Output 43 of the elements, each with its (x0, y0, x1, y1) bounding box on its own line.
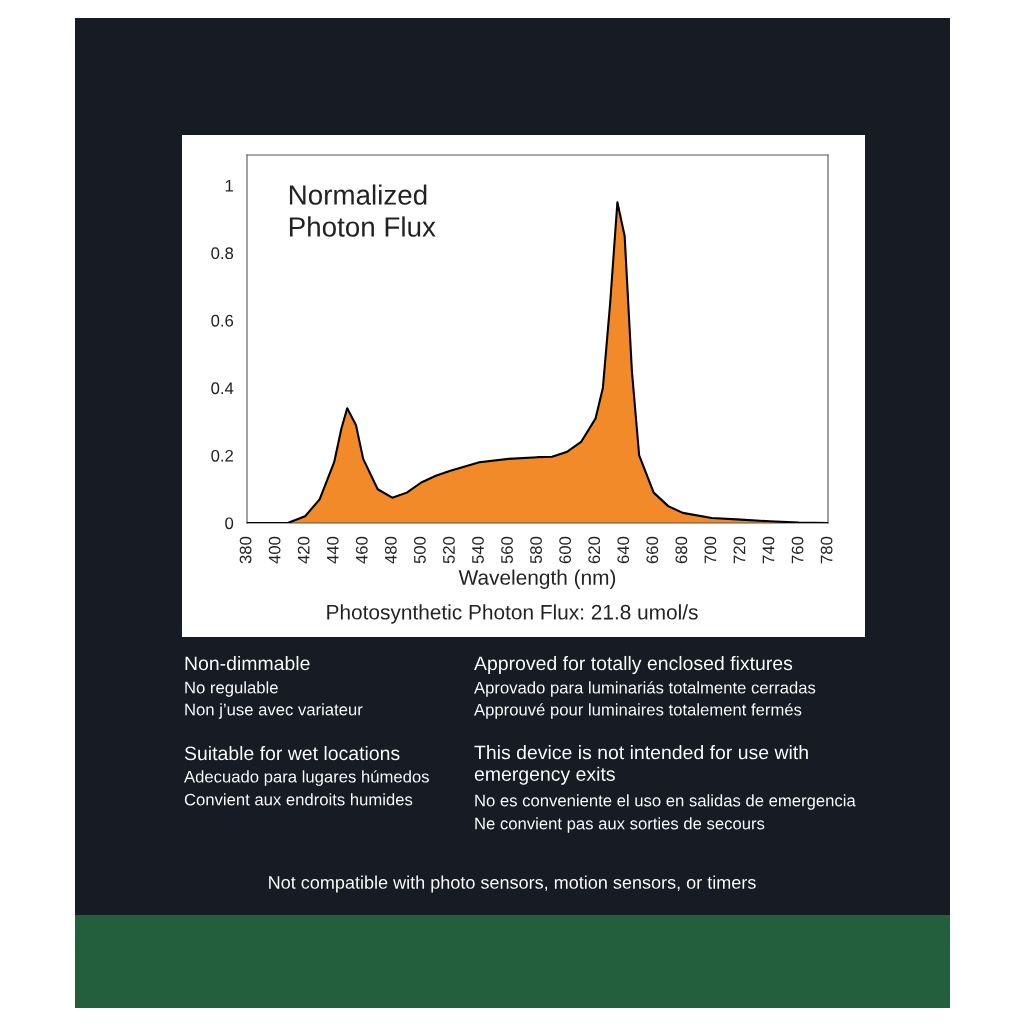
x-tick-label: 480 (384, 536, 397, 564)
x-tick-label: 780 (820, 536, 833, 564)
text: No regulable (185, 681, 278, 697)
x-tick-label: 600 (559, 536, 572, 564)
text: Approuvé pour luminaires totalement fermés (474, 703, 802, 719)
text: Ne convient pas aux sorties de secours (475, 817, 765, 833)
text: Aprovado para luminariás totalmente cerradas (474, 681, 816, 697)
x-axis-title: Wavelength (nm) (458, 569, 616, 589)
x-tick-label: 580 (530, 536, 542, 564)
y-tick-label: 0.4 (211, 382, 234, 395)
x-tick-label: 760 (791, 536, 804, 564)
x-tick-label: 420 (297, 536, 310, 564)
text: Normalized Photon Flux (289, 184, 436, 237)
y-tick-label: 0 (225, 517, 234, 530)
text: No es conveniente el uso en salidas de emergencia (475, 794, 856, 810)
text: Suitable for wet locations (184, 745, 400, 761)
text: Non-dimmable (185, 655, 310, 671)
x-tick-label: 400 (268, 536, 281, 564)
x-tick-label: 500 (413, 536, 426, 564)
x-tick-label: 460 (355, 536, 368, 564)
x-tick-label: 640 (617, 536, 630, 564)
x-tick-label: 740 (762, 536, 775, 564)
x-tick-label: 560 (501, 536, 513, 564)
x-tick-label: 380 (239, 536, 252, 564)
x-tick-label: 540 (472, 536, 484, 564)
text: Approved for totally enclosed fixtures (474, 655, 793, 675)
y-tick-label: 0.2 (211, 449, 233, 462)
y-tick-label: 0.8 (211, 247, 234, 260)
text: Photosynthetic Photon Flux: 21.8 umol/s (327, 604, 698, 624)
x-tick-label: 700 (704, 536, 717, 564)
x-tick-label: 620 (588, 536, 601, 564)
y-tick-label: 0.6 (211, 314, 234, 327)
text: This device is not intended for use with emergency exits (474, 745, 808, 785)
x-tick-label: 520 (443, 536, 455, 564)
text: Adecuado para lugares húmedos (184, 770, 429, 786)
text: Not compatible with photo sensors, motion sensors, or timers (269, 875, 756, 893)
x-tick-label: 680 (675, 536, 688, 564)
text: Non j’use avec variateur (185, 703, 363, 719)
x-tick-label: 660 (646, 536, 659, 564)
x-tick-label: 720 (733, 536, 746, 564)
text: Convient aux endroits humides (184, 793, 413, 806)
x-tick-label: 440 (326, 536, 339, 564)
y-tick-label: 1 (225, 179, 233, 192)
